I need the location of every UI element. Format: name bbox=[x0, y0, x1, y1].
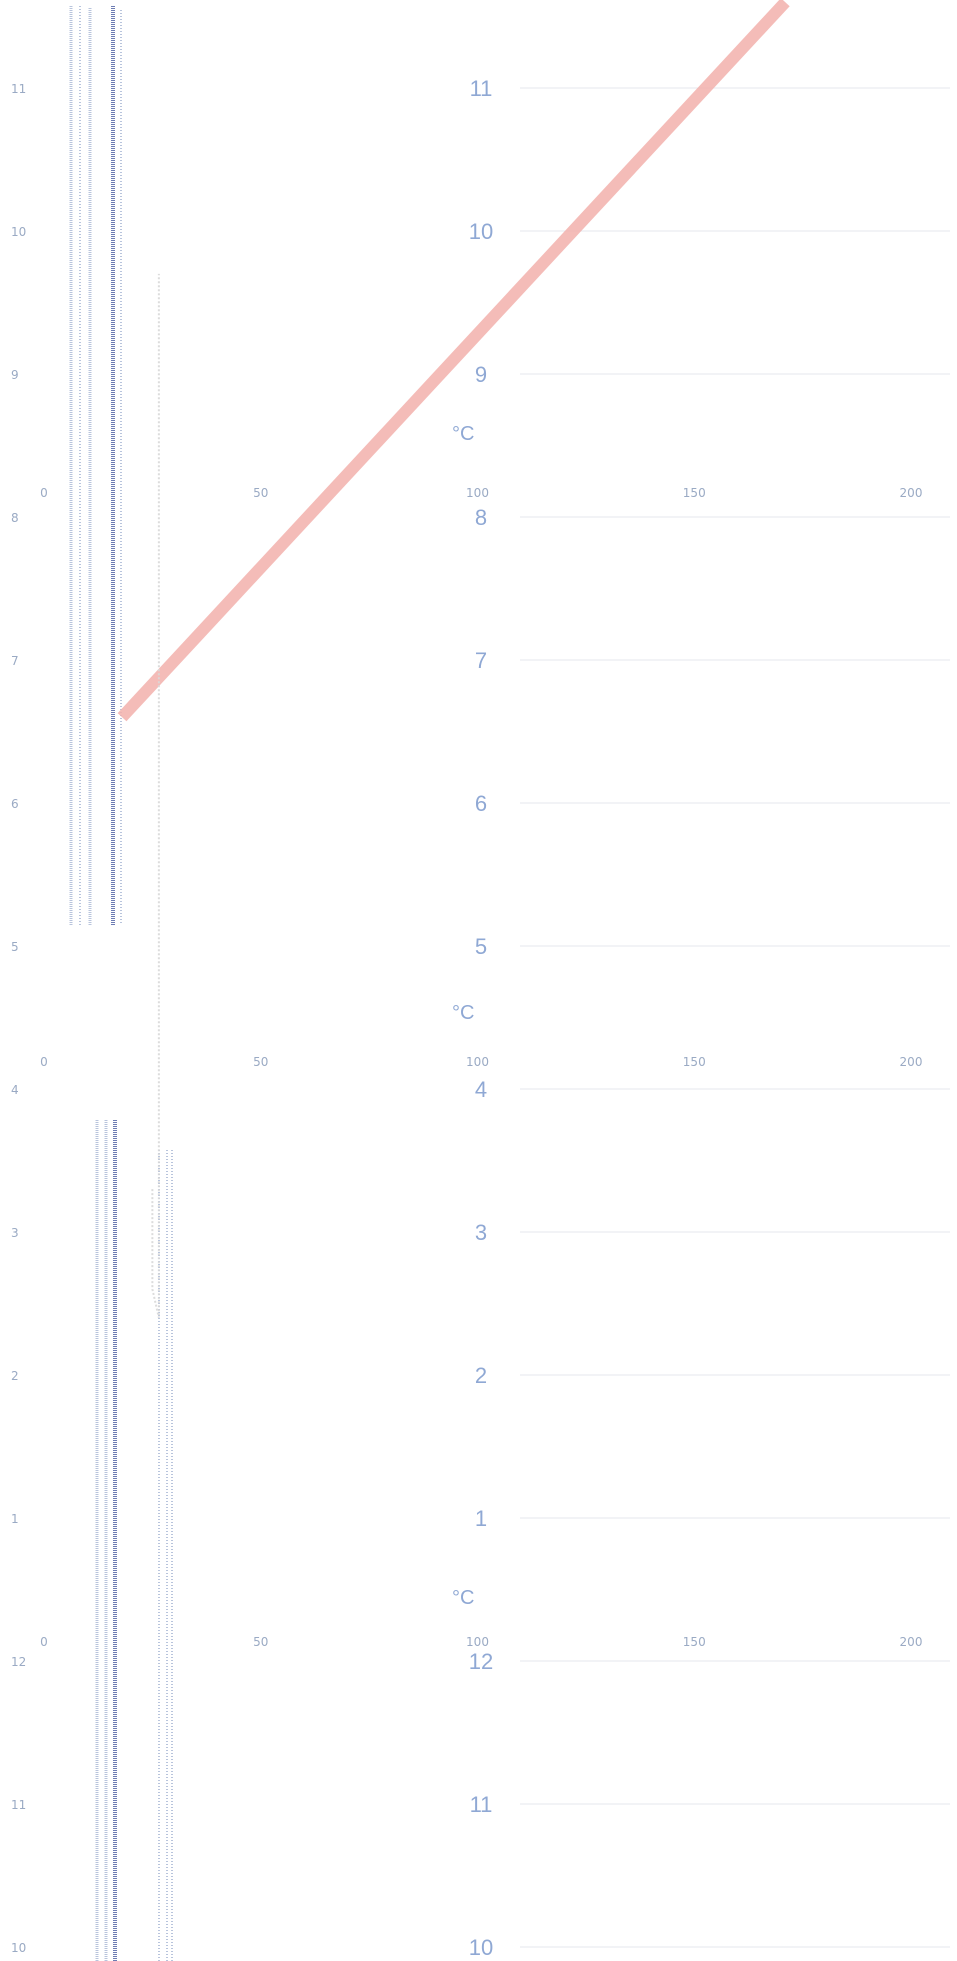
scale-label-center: 10 bbox=[469, 219, 493, 244]
temperature-tick-label: 150 bbox=[683, 486, 706, 500]
temperature-tick-label: 100 bbox=[466, 1635, 489, 1649]
scale-label-center: 3 bbox=[475, 1220, 487, 1245]
scale-label-center: 6 bbox=[475, 791, 487, 816]
scale-label-left: 8 bbox=[11, 511, 19, 525]
scale-label-center: 8 bbox=[475, 505, 487, 530]
scale-label-center: 1 bbox=[475, 1506, 487, 1531]
scale-label-left: 1 bbox=[11, 1512, 19, 1526]
series-line-0 bbox=[117, 0, 790, 722]
temperature-tick-label: 100 bbox=[466, 486, 489, 500]
scale-label-left: 3 bbox=[11, 1226, 19, 1240]
temperature-tick-label: 0 bbox=[40, 1055, 48, 1069]
temperature-tick-label: 200 bbox=[900, 486, 923, 500]
scale-label-left: 9 bbox=[11, 368, 19, 382]
temperature-unit-top: °C bbox=[452, 423, 474, 445]
temperature-tick-label: 50 bbox=[253, 1055, 268, 1069]
scale-label-center: 9 bbox=[475, 362, 487, 387]
scale-label-left: 6 bbox=[11, 797, 19, 811]
scale-label-center: 12 bbox=[469, 1649, 493, 1674]
scale-label-center: 10 bbox=[469, 1935, 493, 1960]
scale-label-left: 5 bbox=[11, 940, 19, 954]
scale-label-left: 7 bbox=[11, 654, 19, 668]
scale-label-center: 11 bbox=[470, 76, 493, 101]
temperature-tick-label: 0 bbox=[40, 1635, 48, 1649]
scale-label-left: 10 bbox=[11, 1941, 26, 1955]
temperature-tick-label: 150 bbox=[683, 1055, 706, 1069]
scale-label-center: 4 bbox=[475, 1077, 487, 1102]
scale-label-left: 10 bbox=[11, 225, 26, 239]
temperature-tick-label: 50 bbox=[253, 486, 268, 500]
scale-label-left: 2 bbox=[11, 1369, 19, 1383]
scale-label-center: 5 bbox=[475, 934, 487, 959]
scale-label-left: 4 bbox=[11, 1083, 19, 1097]
scale-label-center: 11 bbox=[470, 1792, 493, 1817]
temperature-tick-label: 100 bbox=[466, 1055, 489, 1069]
scale-label-center: 7 bbox=[475, 648, 487, 673]
scale-label-left: 11 bbox=[11, 82, 26, 96]
temperature-tick-label: 50 bbox=[253, 1635, 268, 1649]
temperature-unit-middle: °C bbox=[452, 1002, 474, 1024]
scale-label-center: 2 bbox=[475, 1363, 487, 1388]
scale-label-left: 12 bbox=[11, 1655, 26, 1669]
temperature-tick-label: 200 bbox=[900, 1055, 923, 1069]
temperature-tick-label: 200 bbox=[900, 1635, 923, 1649]
scale-label-left: 11 bbox=[11, 1798, 26, 1812]
temperature-unit-bottom: °C bbox=[452, 1587, 474, 1609]
temperature-tick-label: 150 bbox=[683, 1635, 706, 1649]
temperature-tick-label: 0 bbox=[40, 486, 48, 500]
